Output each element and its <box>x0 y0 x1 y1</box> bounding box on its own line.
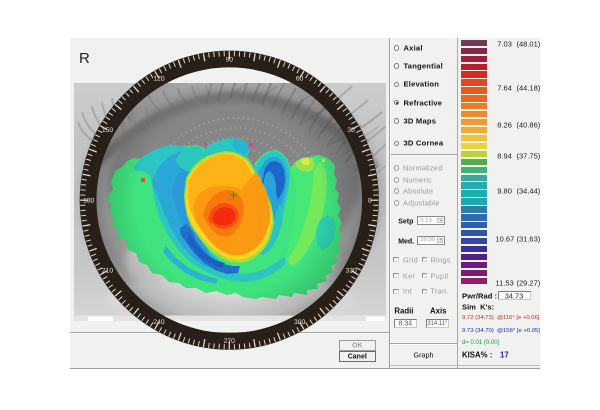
svg-text:240: 240 <box>153 319 164 326</box>
svg-text:270: 270 <box>224 338 235 345</box>
svg-text:330: 330 <box>346 268 357 275</box>
svg-text:210: 210 <box>102 268 113 275</box>
svg-text:30: 30 <box>347 127 355 134</box>
svg-text:120: 120 <box>153 76 164 83</box>
svg-text:150: 150 <box>102 127 113 134</box>
svg-text:90: 90 <box>226 57 234 64</box>
svg-text:300: 300 <box>294 319 305 326</box>
svg-text:180: 180 <box>83 197 94 204</box>
svg-text:0: 0 <box>368 197 372 204</box>
svg-text:60: 60 <box>296 76 304 83</box>
